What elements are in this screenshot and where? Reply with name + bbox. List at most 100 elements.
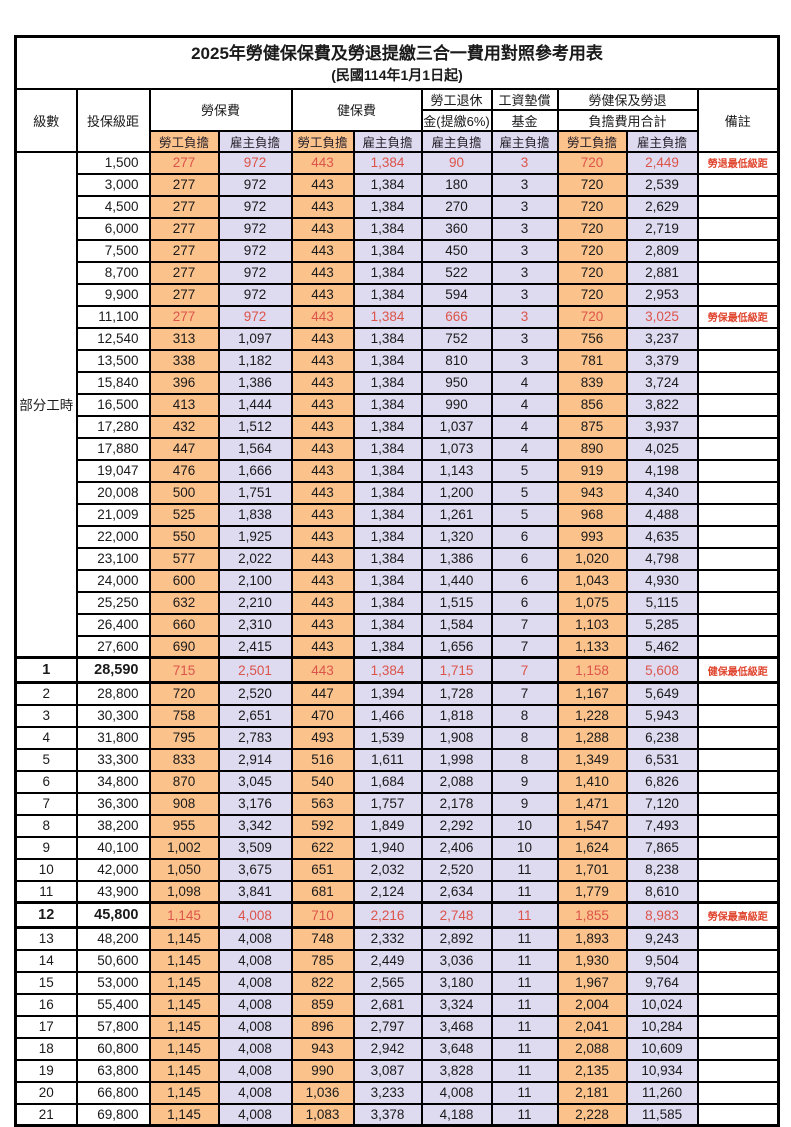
cell-remark <box>696 458 780 483</box>
cell-labor-employer: 4,008 <box>217 1014 293 1039</box>
cell-health-employer: 1,384 <box>352 216 423 241</box>
header-row-1: 級數 投保級距 勞保費 健保費 勞工退休 工資墊償 勞健保及勞退 備註 <box>14 87 780 153</box>
cell-labor-employee: 277 <box>148 304 220 329</box>
cell-total-employee: 968 <box>556 502 628 527</box>
cell-labor-employer: 1,386 <box>217 370 293 395</box>
header-health-employer: 雇主負擔 <box>352 129 423 153</box>
cell-level: 2 <box>14 681 78 706</box>
cell-bracket: 31,800 <box>75 725 151 750</box>
cell-pension-employer: 1,656 <box>420 634 493 659</box>
table-row: 13,500 338 1,182 443 1,384 810 3 781 3,379 <box>16 348 780 373</box>
cell-labor-employee: 525 <box>148 502 220 527</box>
cell-total-employee: 1,075 <box>556 590 628 615</box>
cell-labor-employee: 1,002 <box>148 835 220 860</box>
cell-health-employee: 540 <box>290 769 355 794</box>
cell-wage-fund-employer: 5 <box>490 502 559 527</box>
cell-health-employer: 2,797 <box>352 1014 423 1039</box>
cell-labor-employee: 500 <box>148 480 220 505</box>
table-row: 3,000 277 972 443 1,384 180 3 720 2,539 <box>16 172 780 197</box>
table-row: 13 48,200 1,145 4,008 748 2,332 2,892 11 1,893 9,… <box>14 926 780 951</box>
table-row: 26,400 660 2,310 443 1,384 1,584 7 1,103 5,285 <box>16 612 780 637</box>
table-row: 7 36,300 908 3,176 563 1,757 2,178 9 1,471 7,120 <box>14 791 780 816</box>
cell-total-employee: 2,181 <box>556 1080 628 1105</box>
cell-labor-employee: 1,145 <box>148 1080 220 1105</box>
cell-remark: 勞退最低級距 <box>696 150 780 175</box>
cell-health-employee: 443 <box>290 238 355 263</box>
cell-total-employee: 1,779 <box>556 879 628 904</box>
cell-bracket: 40,100 <box>75 835 151 860</box>
table-row: 4 31,800 795 2,783 493 1,539 1,908 8 1,288 6,238 <box>14 725 780 750</box>
cell-wage-fund-employer: 11 <box>490 948 559 973</box>
cell-health-employee: 443 <box>290 590 355 615</box>
cell-health-employer: 1,384 <box>352 612 423 637</box>
cell-wage-fund-employer: 11 <box>490 901 559 929</box>
cell-total-employee: 1,547 <box>556 813 628 838</box>
cell-bracket: 3,000 <box>75 172 151 197</box>
cell-labor-employer: 3,841 <box>217 879 293 904</box>
header-health-insurance: 健保費 <box>290 87 423 132</box>
cell-level: 15 <box>14 970 78 995</box>
cell-bracket: 50,600 <box>75 948 151 973</box>
cell-wage-fund-employer: 6 <box>490 568 559 593</box>
table-row: 16 55,400 1,145 4,008 859 2,681 3,324 11 2,004 10… <box>14 992 780 1017</box>
table-row: 3 30,300 758 2,651 470 1,466 1,818 8 1,228 5,943 <box>14 703 780 728</box>
cell-pension-employer: 4,188 <box>420 1102 493 1127</box>
cell-labor-employer: 3,509 <box>217 835 293 860</box>
table-row: 20,008 500 1,751 443 1,384 1,200 5 943 4,340 <box>16 480 780 505</box>
table-row: 23,100 577 2,022 443 1,384 1,386 6 1,020 4,798 <box>16 546 780 571</box>
cell-total-employee: 1,624 <box>556 835 628 860</box>
cell-total-employee: 720 <box>556 238 628 263</box>
cell-pension-employer: 2,892 <box>420 926 493 951</box>
cell-remark <box>696 948 780 973</box>
cell-pension-employer: 3,648 <box>420 1036 493 1061</box>
cell-wage-fund-employer: 11 <box>490 926 559 951</box>
cell-total-employer: 7,493 <box>625 813 699 838</box>
cell-wage-fund-employer: 9 <box>490 791 559 816</box>
cell-health-employee: 443 <box>290 436 355 461</box>
cell-labor-employer: 972 <box>217 238 293 263</box>
cell-total-employer: 4,930 <box>625 568 699 593</box>
cell-pension-employer: 2,748 <box>420 901 493 929</box>
cell-remark <box>696 260 780 285</box>
cell-bracket: 11,100 <box>75 304 151 329</box>
cell-wage-fund-employer: 3 <box>490 216 559 241</box>
cell-bracket: 28,590 <box>75 656 151 684</box>
cell-health-employer: 1,384 <box>352 546 423 571</box>
cell-pension-employer: 522 <box>420 260 493 285</box>
cell-total-employee: 1,701 <box>556 857 628 882</box>
cell-health-employer: 2,216 <box>352 901 423 929</box>
cell-labor-employee: 660 <box>148 612 220 637</box>
cell-health-employee: 748 <box>290 926 355 951</box>
cell-labor-employee: 1,145 <box>148 901 220 929</box>
cell-remark <box>696 414 780 439</box>
cell-labor-employer: 3,176 <box>217 791 293 816</box>
cell-total-employer: 8,610 <box>625 879 699 904</box>
cell-pension-employer: 3,036 <box>420 948 493 973</box>
cell-pension-employer: 2,178 <box>420 791 493 816</box>
cell-pension-employer: 1,386 <box>420 546 493 571</box>
cell-health-employee: 443 <box>290 282 355 307</box>
cell-labor-employer: 2,520 <box>217 681 293 706</box>
cell-total-employer: 4,798 <box>625 546 699 571</box>
cell-labor-employee: 338 <box>148 348 220 373</box>
cell-wage-fund-employer: 5 <box>490 480 559 505</box>
cell-remark <box>696 392 780 417</box>
cell-bracket: 22,000 <box>75 524 151 549</box>
premium-reference-sheet: 2025年勞健保保費及勞退提繳三合一費用對照參考用表 (民國114年1月1日起)… <box>14 35 780 1127</box>
cell-health-employee: 443 <box>290 656 355 684</box>
cell-pension-employer: 2,520 <box>420 857 493 882</box>
cell-level: 3 <box>14 703 78 728</box>
cell-total-employee: 781 <box>556 348 628 373</box>
cell-total-employee: 1,288 <box>556 725 628 750</box>
cell-total-employee: 1,020 <box>556 546 628 571</box>
table-row: 12 45,800 1,145 4,008 710 2,216 2,748 11 1,855 8,… <box>14 901 780 929</box>
cell-total-employee: 1,228 <box>556 703 628 728</box>
cell-total-employer: 3,822 <box>625 392 699 417</box>
cell-health-employee: 822 <box>290 970 355 995</box>
cell-bracket: 69,800 <box>75 1102 151 1127</box>
cell-health-employee: 896 <box>290 1014 355 1039</box>
cell-health-employee: 443 <box>290 260 355 285</box>
table-row: 11,100 277 972 443 1,384 666 3 720 3,025 勞保最低級距 <box>16 304 780 329</box>
cell-labor-employee: 908 <box>148 791 220 816</box>
cell-health-employer: 2,681 <box>352 992 423 1017</box>
